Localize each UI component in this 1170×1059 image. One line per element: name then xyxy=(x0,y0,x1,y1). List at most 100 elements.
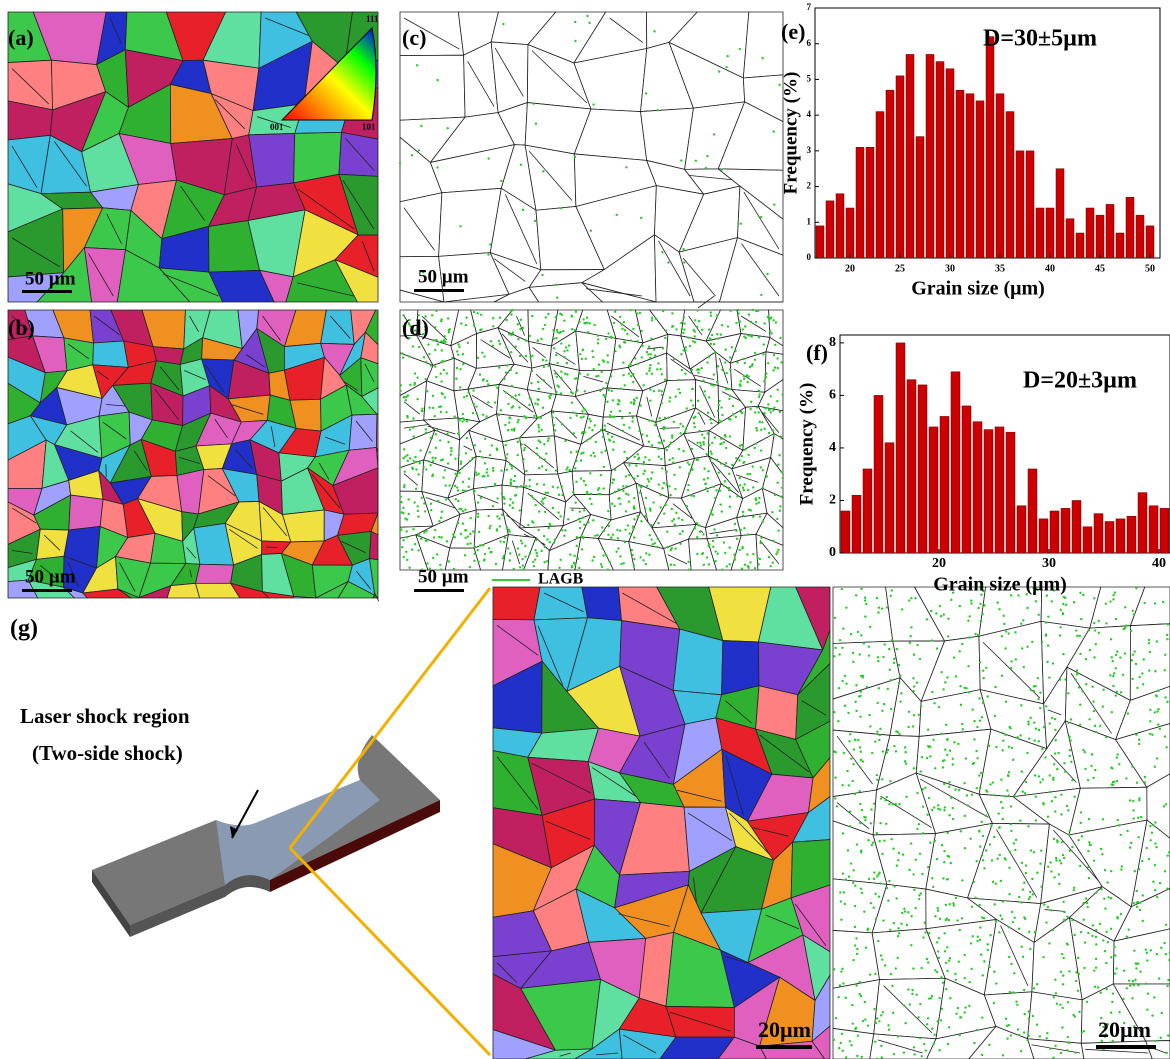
lagb xyxy=(579,353,581,355)
lagb xyxy=(464,509,466,511)
lagb xyxy=(998,608,1000,610)
lagb xyxy=(598,487,600,489)
lagb xyxy=(503,378,505,380)
lagb xyxy=(711,334,713,336)
lagb xyxy=(593,368,595,370)
lagb xyxy=(569,553,571,555)
lagb xyxy=(995,883,997,885)
lagb xyxy=(945,988,947,990)
lagb xyxy=(512,331,514,333)
bar xyxy=(1006,432,1015,553)
lagb xyxy=(425,530,427,532)
lagb xyxy=(1088,818,1090,820)
lagb xyxy=(511,385,513,387)
lagb xyxy=(840,918,842,920)
lagb xyxy=(648,480,650,482)
lagb xyxy=(1049,791,1051,793)
lagb xyxy=(645,563,647,565)
lagb xyxy=(530,382,532,384)
lagb xyxy=(686,407,688,409)
lagb xyxy=(1134,870,1136,872)
lagb xyxy=(910,626,912,628)
lagb xyxy=(420,538,422,540)
lagb xyxy=(718,404,720,406)
lagb xyxy=(407,498,409,500)
lagb xyxy=(746,473,748,475)
lagb xyxy=(427,343,429,345)
lagb xyxy=(405,396,407,398)
lagb xyxy=(742,462,744,464)
lagb xyxy=(953,656,955,658)
lagb xyxy=(978,904,980,906)
lagb xyxy=(536,552,538,554)
lagb xyxy=(1156,757,1158,759)
lagb xyxy=(729,356,731,358)
lagb xyxy=(1001,675,1003,677)
lagb xyxy=(910,635,912,637)
lagb xyxy=(1113,946,1115,948)
lagb xyxy=(696,553,698,555)
lagb xyxy=(908,599,910,601)
lagb xyxy=(1001,732,1003,734)
lagb xyxy=(1023,1031,1025,1033)
lagb xyxy=(409,428,411,430)
lagb xyxy=(1099,725,1101,727)
lagb xyxy=(1095,943,1097,945)
lagb xyxy=(677,517,679,519)
lagb xyxy=(633,507,635,509)
lagb xyxy=(977,607,979,609)
lagb xyxy=(659,417,661,419)
lagb xyxy=(1043,903,1045,905)
lagb xyxy=(879,728,881,730)
lagb xyxy=(677,388,679,390)
lagb xyxy=(720,406,722,408)
lagb xyxy=(618,497,620,499)
lagb xyxy=(723,541,725,543)
lagb xyxy=(706,361,708,363)
lagb xyxy=(692,404,694,406)
lagb xyxy=(561,485,563,487)
lagb xyxy=(865,603,867,605)
lagb xyxy=(761,421,763,423)
lagb xyxy=(926,618,928,620)
lagb xyxy=(1090,765,1092,767)
lagb xyxy=(945,962,947,964)
lagb xyxy=(1059,1004,1061,1006)
lagb xyxy=(405,551,407,553)
lagb xyxy=(725,349,727,351)
lagb xyxy=(651,373,653,375)
lagb xyxy=(405,530,407,532)
lagb xyxy=(956,919,958,921)
lagb xyxy=(630,339,632,341)
lagb xyxy=(834,617,836,619)
lagb xyxy=(747,454,749,456)
lagb xyxy=(525,355,527,357)
lagb xyxy=(1038,740,1040,742)
lagb xyxy=(425,431,427,433)
lagb xyxy=(1135,663,1137,665)
lagb xyxy=(414,543,416,545)
lagb xyxy=(693,422,695,424)
lagb xyxy=(898,733,900,735)
lagb xyxy=(537,339,539,341)
lagb xyxy=(948,919,950,921)
lagb xyxy=(479,450,481,452)
lagb xyxy=(727,388,729,390)
lagb xyxy=(971,935,973,937)
lagb xyxy=(740,529,742,531)
lagb xyxy=(721,169,723,171)
lagb xyxy=(1080,618,1082,620)
bar xyxy=(966,94,974,258)
bar xyxy=(940,416,949,553)
lagb xyxy=(938,937,940,939)
lagb xyxy=(1107,941,1109,943)
lagb xyxy=(411,154,413,156)
lagb xyxy=(417,515,419,517)
lagb xyxy=(1111,656,1113,658)
lagb xyxy=(975,750,977,752)
lagb xyxy=(1070,718,1072,720)
lagb xyxy=(856,843,858,845)
lagb xyxy=(714,497,716,499)
lagb xyxy=(591,429,593,431)
panel-label: (a) xyxy=(8,25,34,50)
